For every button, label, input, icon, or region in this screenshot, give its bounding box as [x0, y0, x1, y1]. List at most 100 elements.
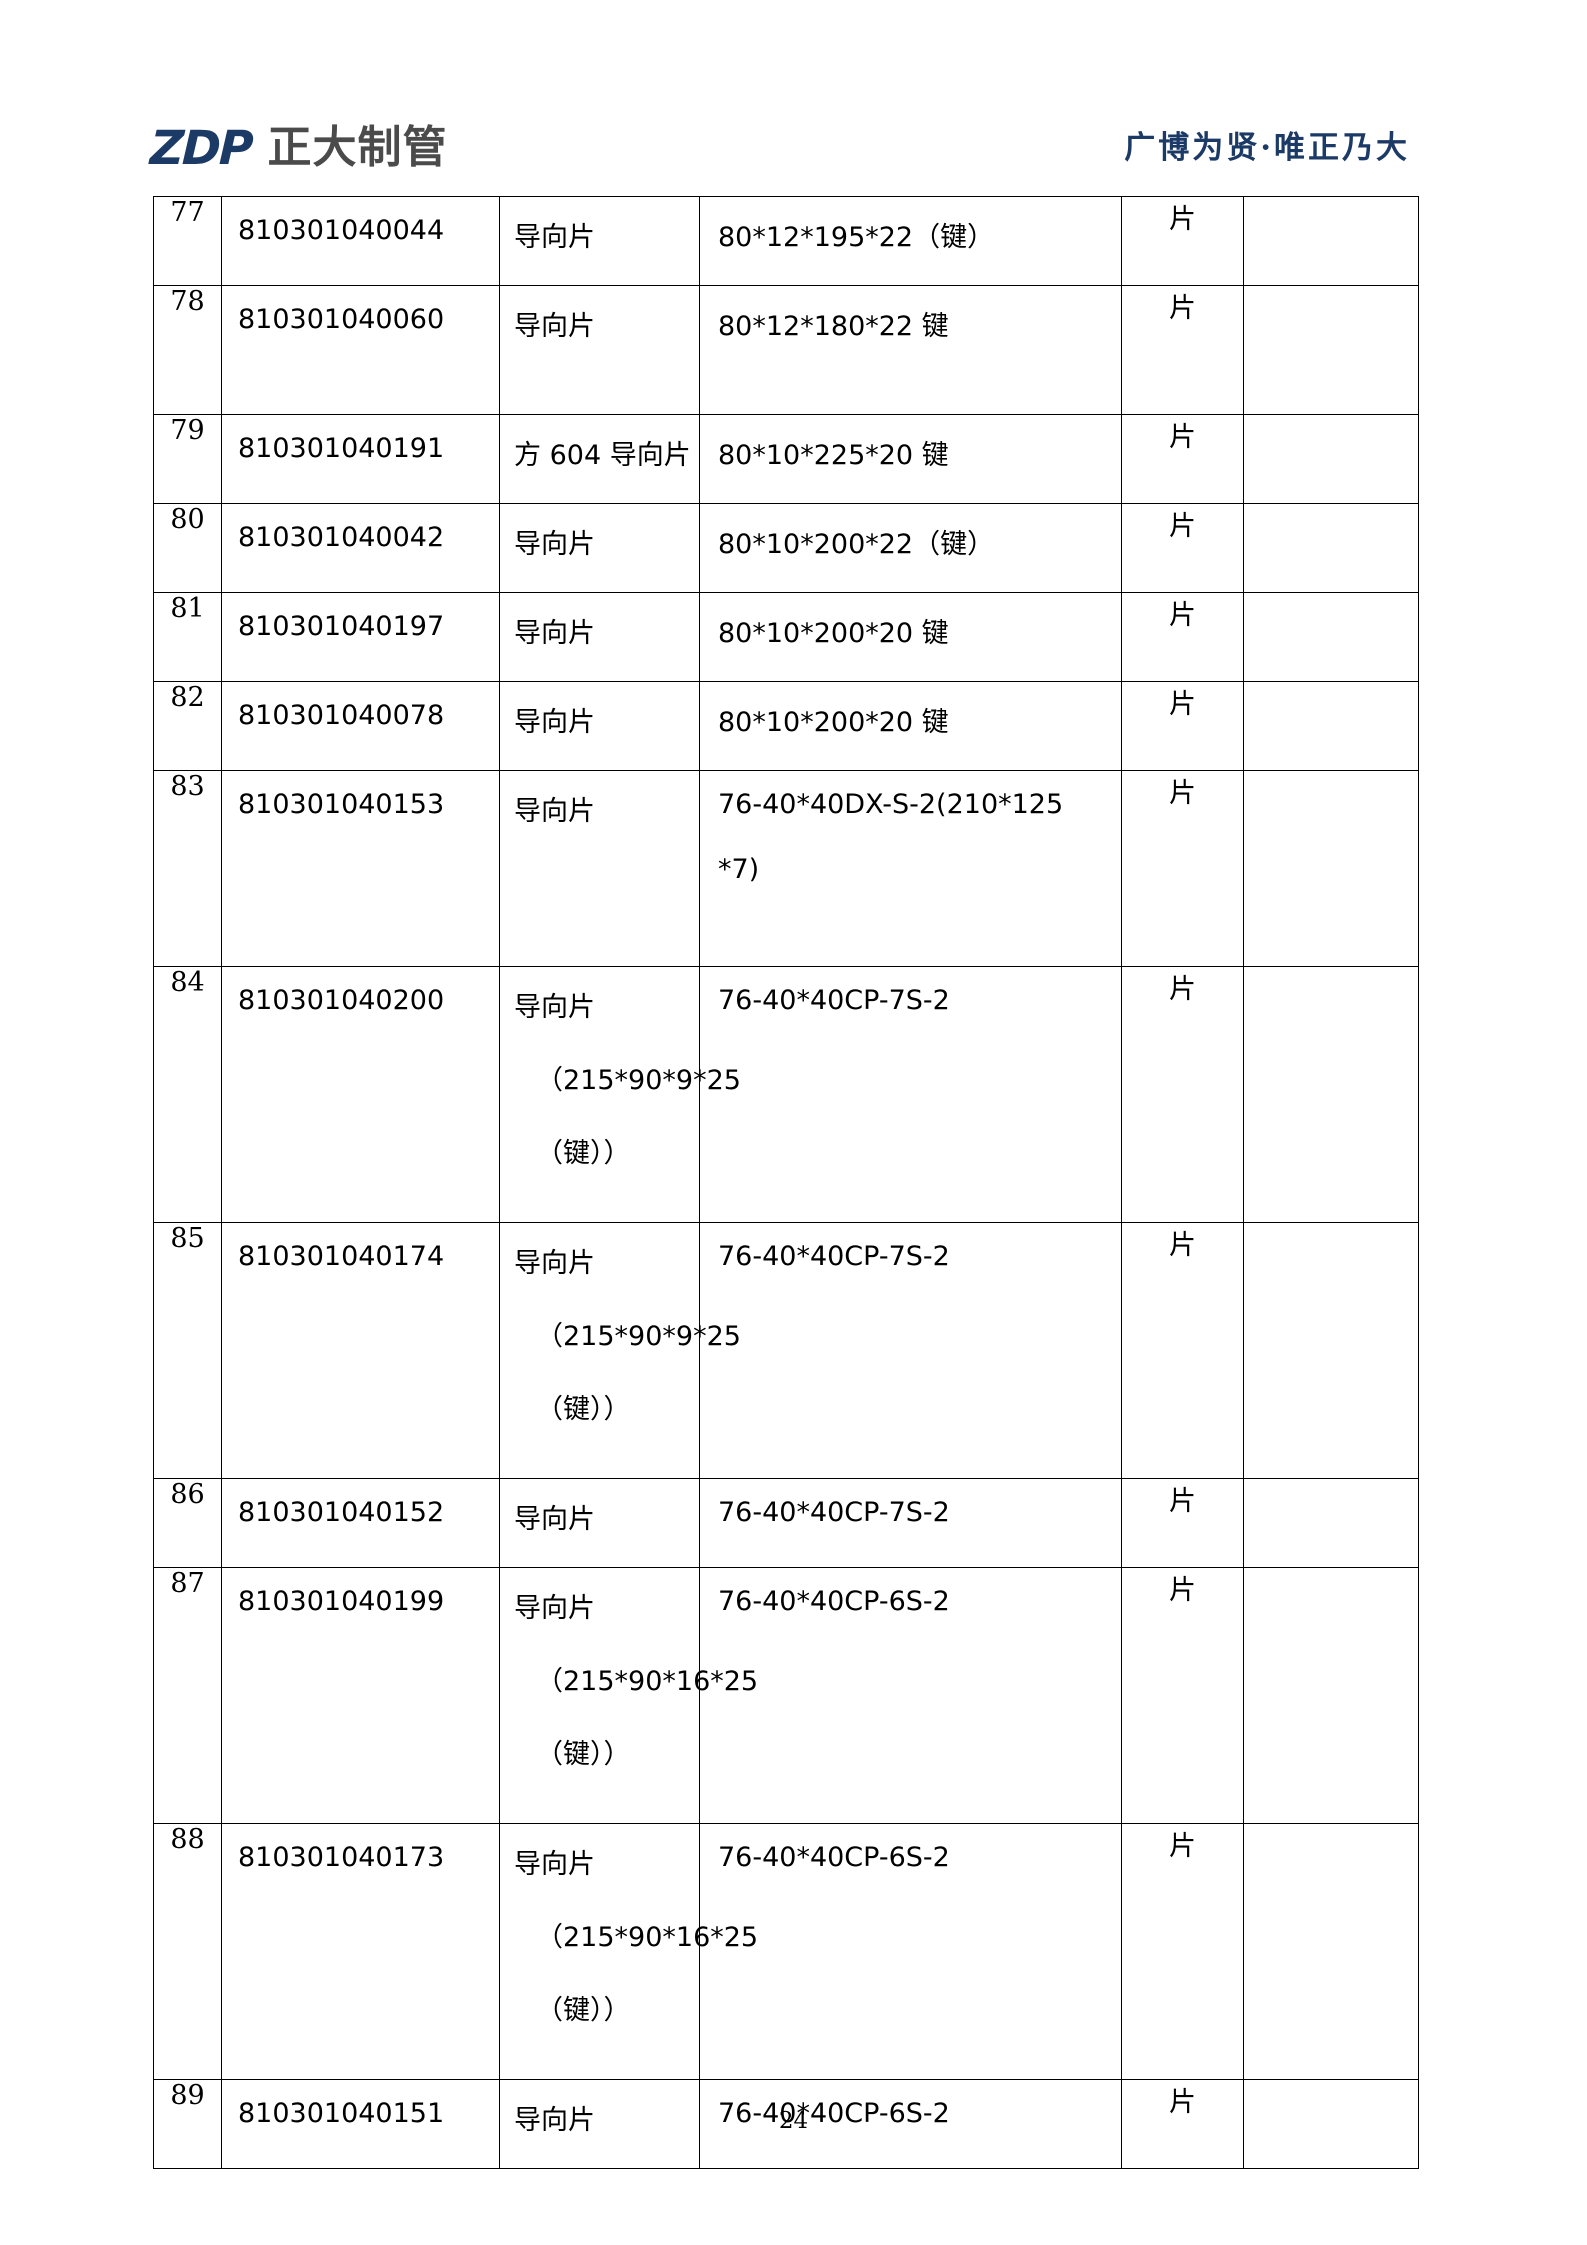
- unit-value: 片: [1169, 1486, 1196, 1517]
- specification-line: 80*10*200*20 键: [718, 618, 949, 649]
- material-code-cell: 810301040060: [221, 285, 500, 415]
- unit-cell: 片: [1121, 681, 1244, 771]
- unit-cell: 片: [1121, 770, 1244, 967]
- row-index-cell: 81: [153, 592, 222, 682]
- row-index-cell: 86: [153, 1478, 222, 1568]
- material-code-cell: 810301040044: [221, 196, 500, 286]
- part-name-cell: 导向片: [499, 770, 700, 967]
- row-index-cell: 82: [153, 681, 222, 771]
- specification-line: 80*12*195*22（键）: [718, 222, 995, 253]
- part-name-value: 导向片: [500, 771, 699, 846]
- table-row: 79 810301040191 方 604 导向片 80*10*225*20 键 片: [153, 414, 1419, 504]
- specification-value: 76-40*40CP-6S-2: [700, 1568, 1121, 1635]
- specification-cell: 76-40*40DX-S-2(210*125 *7): [699, 770, 1122, 967]
- parts-table-body: 77 810301040044 导向片 80*12*195*22（键） 片 78 81030…: [153, 196, 1419, 2169]
- part-name-cell: 导向片: [499, 196, 700, 286]
- part-name-value: 方 604 导向片: [500, 415, 699, 490]
- specification-line: 76-40*40DX-S-2(210*125: [718, 789, 1064, 820]
- material-code-cell: 810301040152: [221, 1478, 500, 1568]
- specification-line: 76-40*40CP-7S-2: [718, 1241, 950, 1272]
- row-index-value: 88: [170, 1824, 205, 1855]
- specification-value: 76-40*40DX-S-2(210*125 *7): [700, 771, 1121, 903]
- empty-cell-value: [1244, 593, 1418, 603]
- specification-line: *7): [718, 854, 760, 885]
- empty-cell: [1243, 681, 1419, 771]
- material-code-value: 810301040197: [238, 611, 445, 642]
- part-name-cell: 方 604 导向片: [499, 414, 700, 504]
- material-code-value: 810301040044: [238, 215, 445, 246]
- unit-value: 片: [1169, 511, 1196, 542]
- material-code-cell: 810301040174: [221, 1222, 500, 1479]
- unit-cell: 片: [1121, 1567, 1244, 1824]
- part-name-line: （215*90*9*25: [536, 1065, 741, 1096]
- unit-cell: 片: [1121, 503, 1244, 593]
- material-code-cell: 810301040173: [221, 1823, 500, 2080]
- specification-line: 76-40*40CP-7S-2: [718, 985, 950, 1016]
- part-name-line: 导向片: [514, 529, 595, 560]
- unit-cell: 片: [1121, 196, 1244, 286]
- specification-value: 80*10*200*20 键: [700, 593, 1121, 668]
- specification-value: 76-40*40CP-6S-2: [700, 1824, 1121, 1891]
- part-name-line: 导向片: [514, 796, 595, 827]
- table-row: 86 810301040152 导向片 76-40*40CP-7S-2 片: [153, 1478, 1419, 1568]
- material-code-value: 810301040060: [238, 304, 445, 335]
- company-logo: ZDP 正大制管: [149, 120, 448, 176]
- part-name-line: 导向片: [514, 1504, 595, 1535]
- part-name-value: 导向片: [500, 593, 699, 668]
- unit-value: 片: [1169, 2087, 1196, 2118]
- table-row: 87 810301040199 导向片 （215*90*16*25 （键）） 76-40*…: [153, 1567, 1419, 1824]
- empty-cell-value: [1244, 1223, 1418, 1233]
- empty-cell: [1243, 592, 1419, 682]
- specification-line: 76-40*40CP-7S-2: [718, 1497, 950, 1528]
- material-code-cell: 810301040191: [221, 414, 500, 504]
- specification-cell: 80*12*180*22 键: [699, 285, 1122, 415]
- unit-cell: 片: [1121, 1478, 1244, 1568]
- part-name-line: 导向片: [514, 1593, 595, 1624]
- row-index-value: 79: [170, 415, 205, 446]
- company-name-label: 正大制管: [267, 122, 448, 173]
- part-name-line: （键））: [536, 1995, 631, 2026]
- row-index-cell: 80: [153, 503, 222, 593]
- table-row: 83 810301040153 导向片 76-40*40DX-S-2(210*125 *…: [153, 770, 1419, 967]
- specification-line: 80*10*225*20 键: [718, 440, 949, 471]
- specification-value: 76-40*40CP-7S-2: [700, 1479, 1121, 1546]
- specification-cell: 76-40*40CP-7S-2: [699, 1478, 1122, 1568]
- part-name-line: （键））: [536, 1138, 631, 1169]
- unit-value: 片: [1169, 204, 1196, 235]
- part-name-cell: 导向片: [499, 503, 700, 593]
- empty-cell-value: [1244, 286, 1418, 296]
- material-code-cell: 810301040151: [221, 2079, 500, 2169]
- zdp-logo-mark: ZDP: [149, 120, 253, 176]
- row-index-cell: 77: [153, 196, 222, 286]
- row-index-cell: 84: [153, 966, 222, 1223]
- row-index-cell: 88: [153, 1823, 222, 2080]
- table-row: 88 810301040173 导向片 （215*90*16*25 （键）） 76-40*…: [153, 1823, 1419, 2080]
- unit-value: 片: [1169, 1575, 1196, 1606]
- part-name-value: 导向片: [500, 197, 699, 272]
- part-name-value: 导向片: [500, 504, 699, 579]
- specification-value: 80*10*200*20 键: [700, 682, 1121, 757]
- specification-value: 80*12*195*22（键）: [700, 197, 1121, 272]
- material-code-cell: 810301040197: [221, 592, 500, 682]
- specification-cell: 76-40*40CP-6S-2: [699, 1823, 1122, 2080]
- empty-cell: [1243, 1478, 1419, 1568]
- row-index-value: 82: [170, 682, 205, 713]
- part-name-line: 导向片: [514, 1849, 595, 1880]
- part-name-cell: 导向片: [499, 592, 700, 682]
- empty-cell: [1243, 196, 1419, 286]
- specification-value: 76-40*40CP-7S-2: [700, 967, 1121, 1034]
- unit-cell: 片: [1121, 592, 1244, 682]
- part-name-value: 导向片 （215*90*9*25 （键））: [500, 967, 741, 1188]
- part-name-cell: 导向片 （215*90*16*25 （键））: [499, 1823, 758, 2080]
- material-code-value: 810301040153: [238, 789, 445, 820]
- table-row: 78 810301040060 导向片 80*12*180*22 键 片: [153, 285, 1419, 415]
- unit-value: 片: [1169, 689, 1196, 720]
- specification-cell: 76-40*40CP-7S-2: [699, 966, 1122, 1223]
- empty-cell-value: [1244, 682, 1418, 692]
- unit-value: 片: [1169, 778, 1196, 809]
- row-index-value: 87: [170, 1568, 205, 1599]
- empty-cell: [1243, 503, 1419, 593]
- empty-cell: [1243, 966, 1419, 1223]
- empty-cell: [1243, 1823, 1419, 2080]
- unit-cell: 片: [1121, 285, 1244, 415]
